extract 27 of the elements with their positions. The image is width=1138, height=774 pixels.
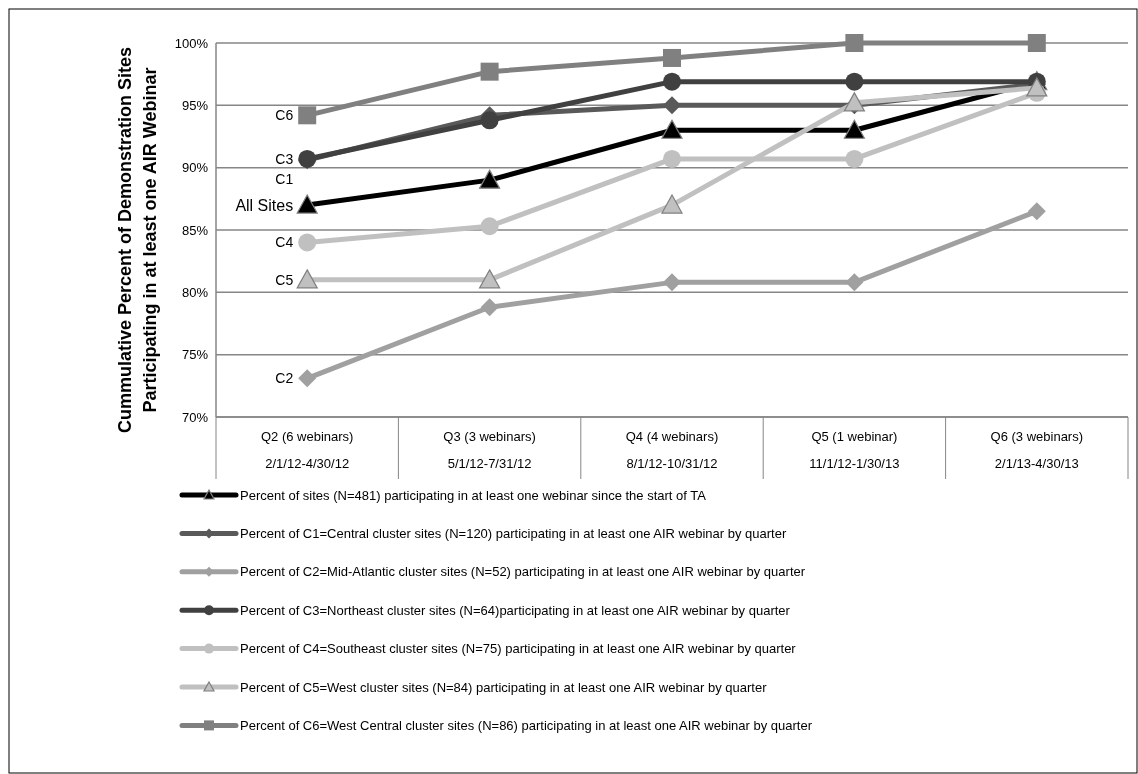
y-tick-label: 75% [181,347,209,363]
annotation: C1 [275,170,294,187]
x-tick-label: Q3 (3 webinars) 5/1/12-7/31/12 [443,429,536,471]
annotation: C2 [275,370,294,387]
y-tick-label: 70% [181,409,209,425]
annotation: C6 [275,107,294,124]
y-tick-label: 90% [181,160,209,176]
x-tick-label: Q2 (6 webinars) 2/1/12-4/30/12 [260,429,354,471]
annotation: C3 [275,150,294,167]
y-axis-title: Cummulative Percent of Demonstration Sites Participating in at least one AIR Webinar [115,46,160,434]
legend-label: Percent of C5=West cluster sites (N=84) participating in at least one AIR webinar by quarter [240,679,768,695]
x-tick-label: Q4 (4 webinars) 8/1/12-10/31/12 [625,429,719,471]
y-tick-label: 80% [181,284,209,300]
annotation: C4 [275,234,294,251]
legend-label: Percent of C4=Southeast cluster sites (N=75) participating in at least one AIR webinar by quarter [240,641,797,657]
legend-label: Percent of C1=Central cluster sites (N=120) participating in at least one AIR webinar by quarter [240,525,787,541]
y-tick-label: 100% [174,35,209,51]
x-tick-label: Q5 (1 webinar) 11/1/12-1/30/13 [809,429,900,471]
legend-label: Percent of C6=West Central cluster sites (N=86) participating in at least one AIR webinar by quarter [240,717,813,733]
y-tick-label: 95% [181,97,209,113]
x-tick-label: Q6 (3 webinars) 2/1/13-4/30/13 [990,429,1084,471]
legend-label: Percent of sites (N=481) participating in at least one webinar since the start of TA [240,487,707,503]
annotation: C5 [275,271,294,288]
legend-label: Percent of C3=Northeast cluster sites (N=64)participating in at least one AIR webinar by quarter [240,602,791,618]
legend-label: Percent of C2=Mid-Atlantic cluster sites (N=52) participating in at least one AIR webinar by quarter [240,564,806,580]
y-tick-label: 85% [181,222,209,238]
annotation: All Sites [235,196,294,214]
